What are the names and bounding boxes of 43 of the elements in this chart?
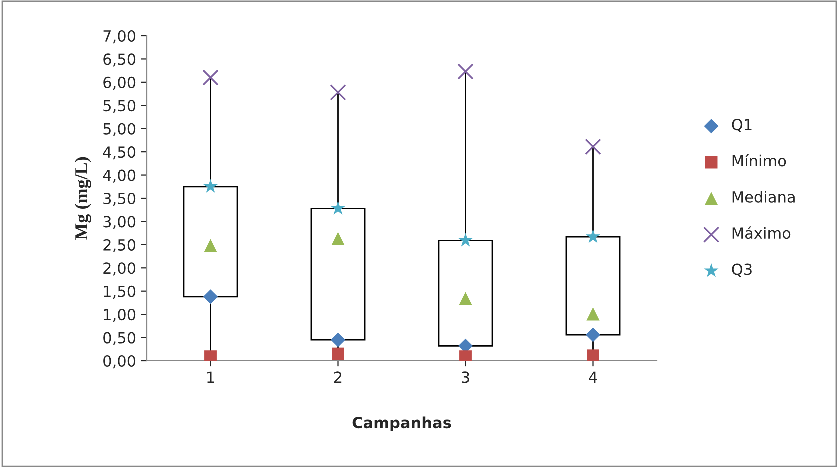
y-tick-label: 6,50 <box>104 54 136 67</box>
point <box>586 229 600 244</box>
point <box>458 233 473 247</box>
point <box>585 138 602 156</box>
y-tick-label: 4,00 <box>103 170 136 183</box>
point <box>332 232 345 246</box>
y-tick-label: 1,50 <box>104 286 136 299</box>
legend-label: Q3 <box>732 264 752 278</box>
point <box>458 64 474 80</box>
point <box>586 308 600 321</box>
point <box>203 290 218 304</box>
legend-label: Mínimo <box>732 154 786 167</box>
y-tick-label: 1,00 <box>104 309 136 322</box>
y-tick-label: 0,50 <box>104 332 136 346</box>
x-tick-label: 1 <box>208 372 214 384</box>
y-tick-label: 6,00 <box>104 76 136 90</box>
x-axis-title: Campanhas <box>352 416 452 432</box>
point <box>331 201 346 215</box>
y-tick-label: 3,00 <box>104 216 136 230</box>
legend-label: Mediana <box>732 191 795 203</box>
point <box>204 239 218 252</box>
point <box>459 292 472 306</box>
y-tick-label: 0,00 <box>104 355 136 369</box>
point <box>204 179 218 194</box>
point <box>202 70 219 86</box>
point <box>330 332 346 348</box>
y-tick-label: 2,50 <box>104 239 136 253</box>
y-tick-label: 3,50 <box>104 192 136 206</box>
y-axis-title: Mg (mg/L) <box>74 157 92 240</box>
y-tick-label: 5,00 <box>104 123 136 136</box>
x-tick-label: 2 <box>334 372 342 384</box>
point <box>332 348 344 360</box>
point <box>330 84 346 101</box>
y-tick-label: 2,00 <box>104 262 136 276</box>
legend-label: Máximo <box>732 226 791 240</box>
x-tick-label: 3 <box>462 372 470 384</box>
point <box>587 350 600 361</box>
legend-label: Q1 <box>732 119 752 132</box>
point <box>586 328 601 342</box>
y-tick-label: 4,50 <box>103 146 136 160</box>
y-tick-label: 5,50 <box>104 100 136 114</box>
x-tick-label: 4 <box>589 372 598 384</box>
y-tick-label: 7,00 <box>104 30 136 44</box>
